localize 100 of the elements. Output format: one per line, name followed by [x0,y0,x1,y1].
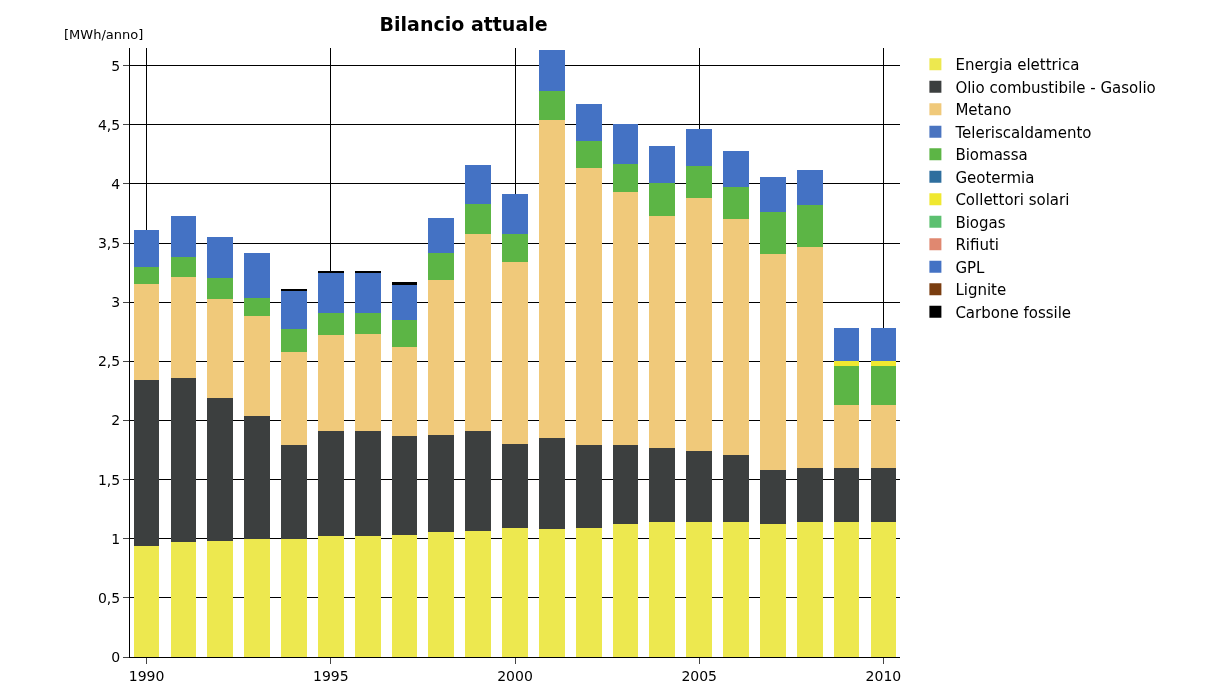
legend-label: Olio combustibile - Gasolio [955,78,1156,97]
bar [538,90,565,121]
bar [170,542,197,657]
y-tick-label: 1,5 [97,471,121,488]
bar [354,536,381,657]
bar [354,312,381,335]
bar [649,146,676,184]
bar [796,204,823,248]
y-tick-label: 4,5 [97,116,121,133]
bar [870,361,897,366]
bar [354,334,381,431]
bar [170,257,197,277]
chart-title: Bilancio attuale [379,12,548,35]
bar [833,327,860,362]
bar [317,335,344,431]
bar [207,298,234,399]
bar [575,527,602,657]
bar [244,416,270,539]
bar [760,523,786,657]
bar [133,229,160,268]
bar [870,522,897,657]
bar [833,467,860,523]
bar [870,467,897,523]
bar [612,523,639,657]
y-tick-label: 3 [111,294,121,311]
bar [649,215,676,448]
legend-label: Energia elettrica [955,56,1080,75]
bar [538,529,565,657]
bar [207,237,234,278]
bar [391,284,418,320]
x-tick-label: 2000 [497,667,533,684]
bar [207,278,234,299]
y-tick-label: 2,5 [97,353,121,370]
bar [354,273,381,313]
bar [686,522,713,657]
bar [612,445,639,524]
legend-label: Lignite [955,281,1007,300]
bar [575,103,602,142]
bar [612,192,639,446]
bar [133,379,160,546]
bar [870,365,897,406]
bar [538,120,565,439]
bar [796,169,823,205]
bar [870,327,897,362]
bar [281,328,307,352]
bar [281,445,307,539]
bar [207,540,234,657]
bar [833,365,860,406]
bar [281,291,307,329]
bar [391,436,418,536]
bar [833,522,860,657]
x-tick-label: 1995 [312,667,349,684]
bar [833,405,860,468]
bar [649,183,676,216]
bar [428,218,455,254]
bar [281,538,307,657]
bar [870,405,897,468]
bar [465,234,492,431]
bar [317,312,344,336]
legend-label: Carbone fossile [955,303,1072,322]
bar [723,219,749,455]
bar [502,262,528,444]
bar [760,177,786,213]
bar [612,124,639,165]
bar [133,267,160,284]
legend-label: Biomassa [955,146,1028,165]
bar [575,168,602,446]
bar [796,247,823,468]
bar [170,276,197,378]
bar [207,398,234,541]
legend-label: Teleriscaldamento [954,123,1092,142]
bar [391,319,418,347]
bar [833,361,860,366]
bar [686,166,713,198]
bar [723,151,749,187]
bar [244,253,270,299]
x-tick-label: 2010 [865,667,902,684]
bar [244,298,270,317]
bar [760,212,786,254]
bar [465,204,492,235]
bar [723,522,749,657]
bar [796,522,823,657]
bar [686,129,713,167]
bar [465,531,492,657]
bar [723,186,749,220]
bar [723,454,749,523]
bar [649,447,676,523]
y-tick-label: 5 [111,57,121,74]
y-tick-label: 1 [111,530,121,547]
bar [796,467,823,523]
bar [244,316,270,417]
y-tick-label: 4 [111,175,121,192]
bar [465,165,492,205]
bar [428,532,455,657]
bar [391,282,418,285]
bar [133,545,160,657]
bar [502,528,528,657]
bar [170,215,197,258]
bar [244,538,270,657]
bar [317,430,344,537]
